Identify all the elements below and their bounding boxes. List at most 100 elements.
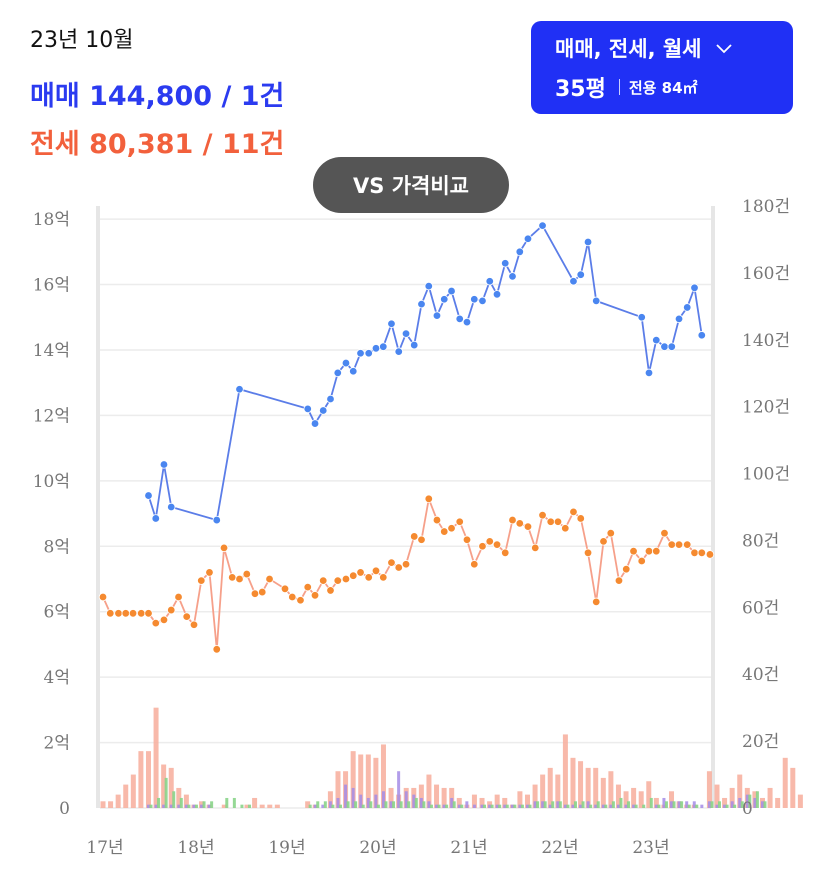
point-jeonse — [250, 589, 260, 598]
volume-bar-wolse — [338, 804, 342, 808]
chevron-down-icon — [715, 38, 732, 59]
point-sale — [660, 342, 669, 351]
y-left-tick: 10억 — [33, 472, 70, 492]
volume-bar-sale — [389, 801, 393, 808]
point-jeonse — [333, 576, 342, 585]
volume-bar-sale — [609, 804, 613, 808]
filter-dropdown[interactable]: 매매, 전세, 월세 35평 전용 84㎡ — [531, 21, 793, 114]
volume-bar-jeonse — [335, 771, 341, 808]
volume-bar-jeonse — [593, 767, 599, 808]
volume-bar-wolse — [649, 797, 653, 808]
volume-bar-sale — [480, 804, 484, 808]
point-jeonse — [614, 576, 624, 585]
volume-bar-sale — [192, 804, 196, 808]
volume-bar-wolse — [740, 801, 744, 808]
volume-bar-sale — [366, 797, 370, 808]
volume-bar-wolse — [755, 791, 759, 808]
volume-bar-sale — [738, 797, 742, 808]
point-jeonse — [637, 556, 646, 566]
point-jeonse — [319, 576, 328, 585]
point-jeonse — [197, 576, 206, 585]
point-jeonse — [432, 515, 442, 525]
volume-bar-wolse — [407, 801, 411, 808]
volume-bar-jeonse — [418, 784, 424, 808]
volume-bar-wolse — [232, 797, 236, 808]
volume-bar-jeonse — [259, 804, 265, 808]
volume-bar-wolse — [695, 804, 699, 808]
point-jeonse — [114, 609, 123, 618]
point-jeonse — [690, 548, 699, 558]
volume-bar-jeonse — [631, 787, 637, 808]
volume-bar-sale — [700, 804, 704, 808]
volume-bar-wolse — [672, 801, 676, 808]
y-right-tick: 20건 — [742, 732, 779, 752]
volume-bar-jeonse — [524, 794, 530, 808]
volume-bar-jeonse — [434, 784, 440, 808]
volume-bar-jeonse — [145, 751, 151, 808]
volume-bar-sale — [533, 801, 537, 808]
volume-bar-sale — [616, 804, 620, 808]
point-sale — [462, 317, 472, 327]
point-jeonse — [652, 546, 661, 556]
volume-bar-jeonse — [502, 797, 508, 808]
point-sale — [432, 311, 442, 320]
volume-bar-sale — [351, 787, 355, 808]
volume-bar-wolse — [589, 804, 593, 808]
point-jeonse — [106, 609, 115, 618]
sale-summary: 매매 144,800 / 1건 — [30, 74, 284, 113]
point-sale — [310, 419, 320, 428]
price-lines — [98, 221, 715, 654]
volume-bar-wolse — [725, 804, 729, 808]
point-sale — [470, 295, 479, 304]
volume-bar-sale — [677, 801, 681, 808]
y-right-tick: 140건 — [742, 331, 790, 351]
point-sale — [447, 286, 456, 296]
y-left-tick: 18억 — [33, 210, 70, 230]
vs-compare-button[interactable]: VS 가격비교 — [313, 157, 509, 213]
point-sale — [583, 237, 593, 247]
volume-bar-sale — [419, 797, 423, 808]
volume-bar-wolse — [248, 804, 252, 808]
volume-bar-sale — [450, 797, 454, 808]
volume-bar-sale — [541, 801, 545, 808]
point-sale — [333, 368, 342, 378]
volume-bar-jeonse — [456, 797, 462, 808]
volume-bar-jeonse — [267, 804, 273, 808]
y-right-tick: 0 — [742, 799, 753, 819]
volume-bar-sale — [662, 797, 666, 808]
point-sale — [440, 295, 449, 304]
x-tick: 19년 — [268, 838, 305, 858]
point-sale — [212, 515, 221, 525]
volume-bar-wolse — [354, 801, 358, 808]
volume-bar-wolse — [369, 801, 373, 808]
volume-bar-wolse — [680, 801, 684, 808]
point-sale — [644, 368, 654, 378]
volume-bar-wolse — [536, 801, 540, 808]
point-jeonse — [561, 524, 570, 533]
volume-bar-jeonse — [479, 797, 485, 808]
volume-bar-jeonse — [487, 801, 493, 808]
volume-bar-jeonse — [252, 797, 258, 808]
volume-bar-jeonse — [244, 804, 250, 808]
volume-bar-wolse — [498, 804, 502, 808]
volume-bar-wolse — [483, 804, 487, 808]
sale-label: 매매 — [30, 81, 80, 112]
volume-bar-sale — [654, 804, 658, 808]
volume-bar-jeonse — [153, 707, 159, 808]
volume-bar-sale — [336, 797, 340, 808]
volume-bar-wolse — [399, 801, 403, 808]
point-sale — [424, 281, 433, 291]
volume-bar-jeonse — [615, 784, 621, 808]
point-sale — [144, 491, 153, 500]
volume-bar-jeonse — [555, 774, 561, 808]
point-sale — [159, 460, 169, 469]
point-sale — [683, 303, 692, 312]
volume-bar-wolse — [619, 797, 623, 808]
y-right-tick: 60건 — [742, 598, 779, 618]
volume-bar-sale — [753, 797, 757, 808]
volume-bar-jeonse — [441, 787, 447, 808]
point-jeonse — [417, 535, 426, 544]
volume-bar-wolse — [202, 801, 206, 808]
point-sale — [576, 270, 585, 279]
volume-bar-wolse — [452, 801, 456, 808]
